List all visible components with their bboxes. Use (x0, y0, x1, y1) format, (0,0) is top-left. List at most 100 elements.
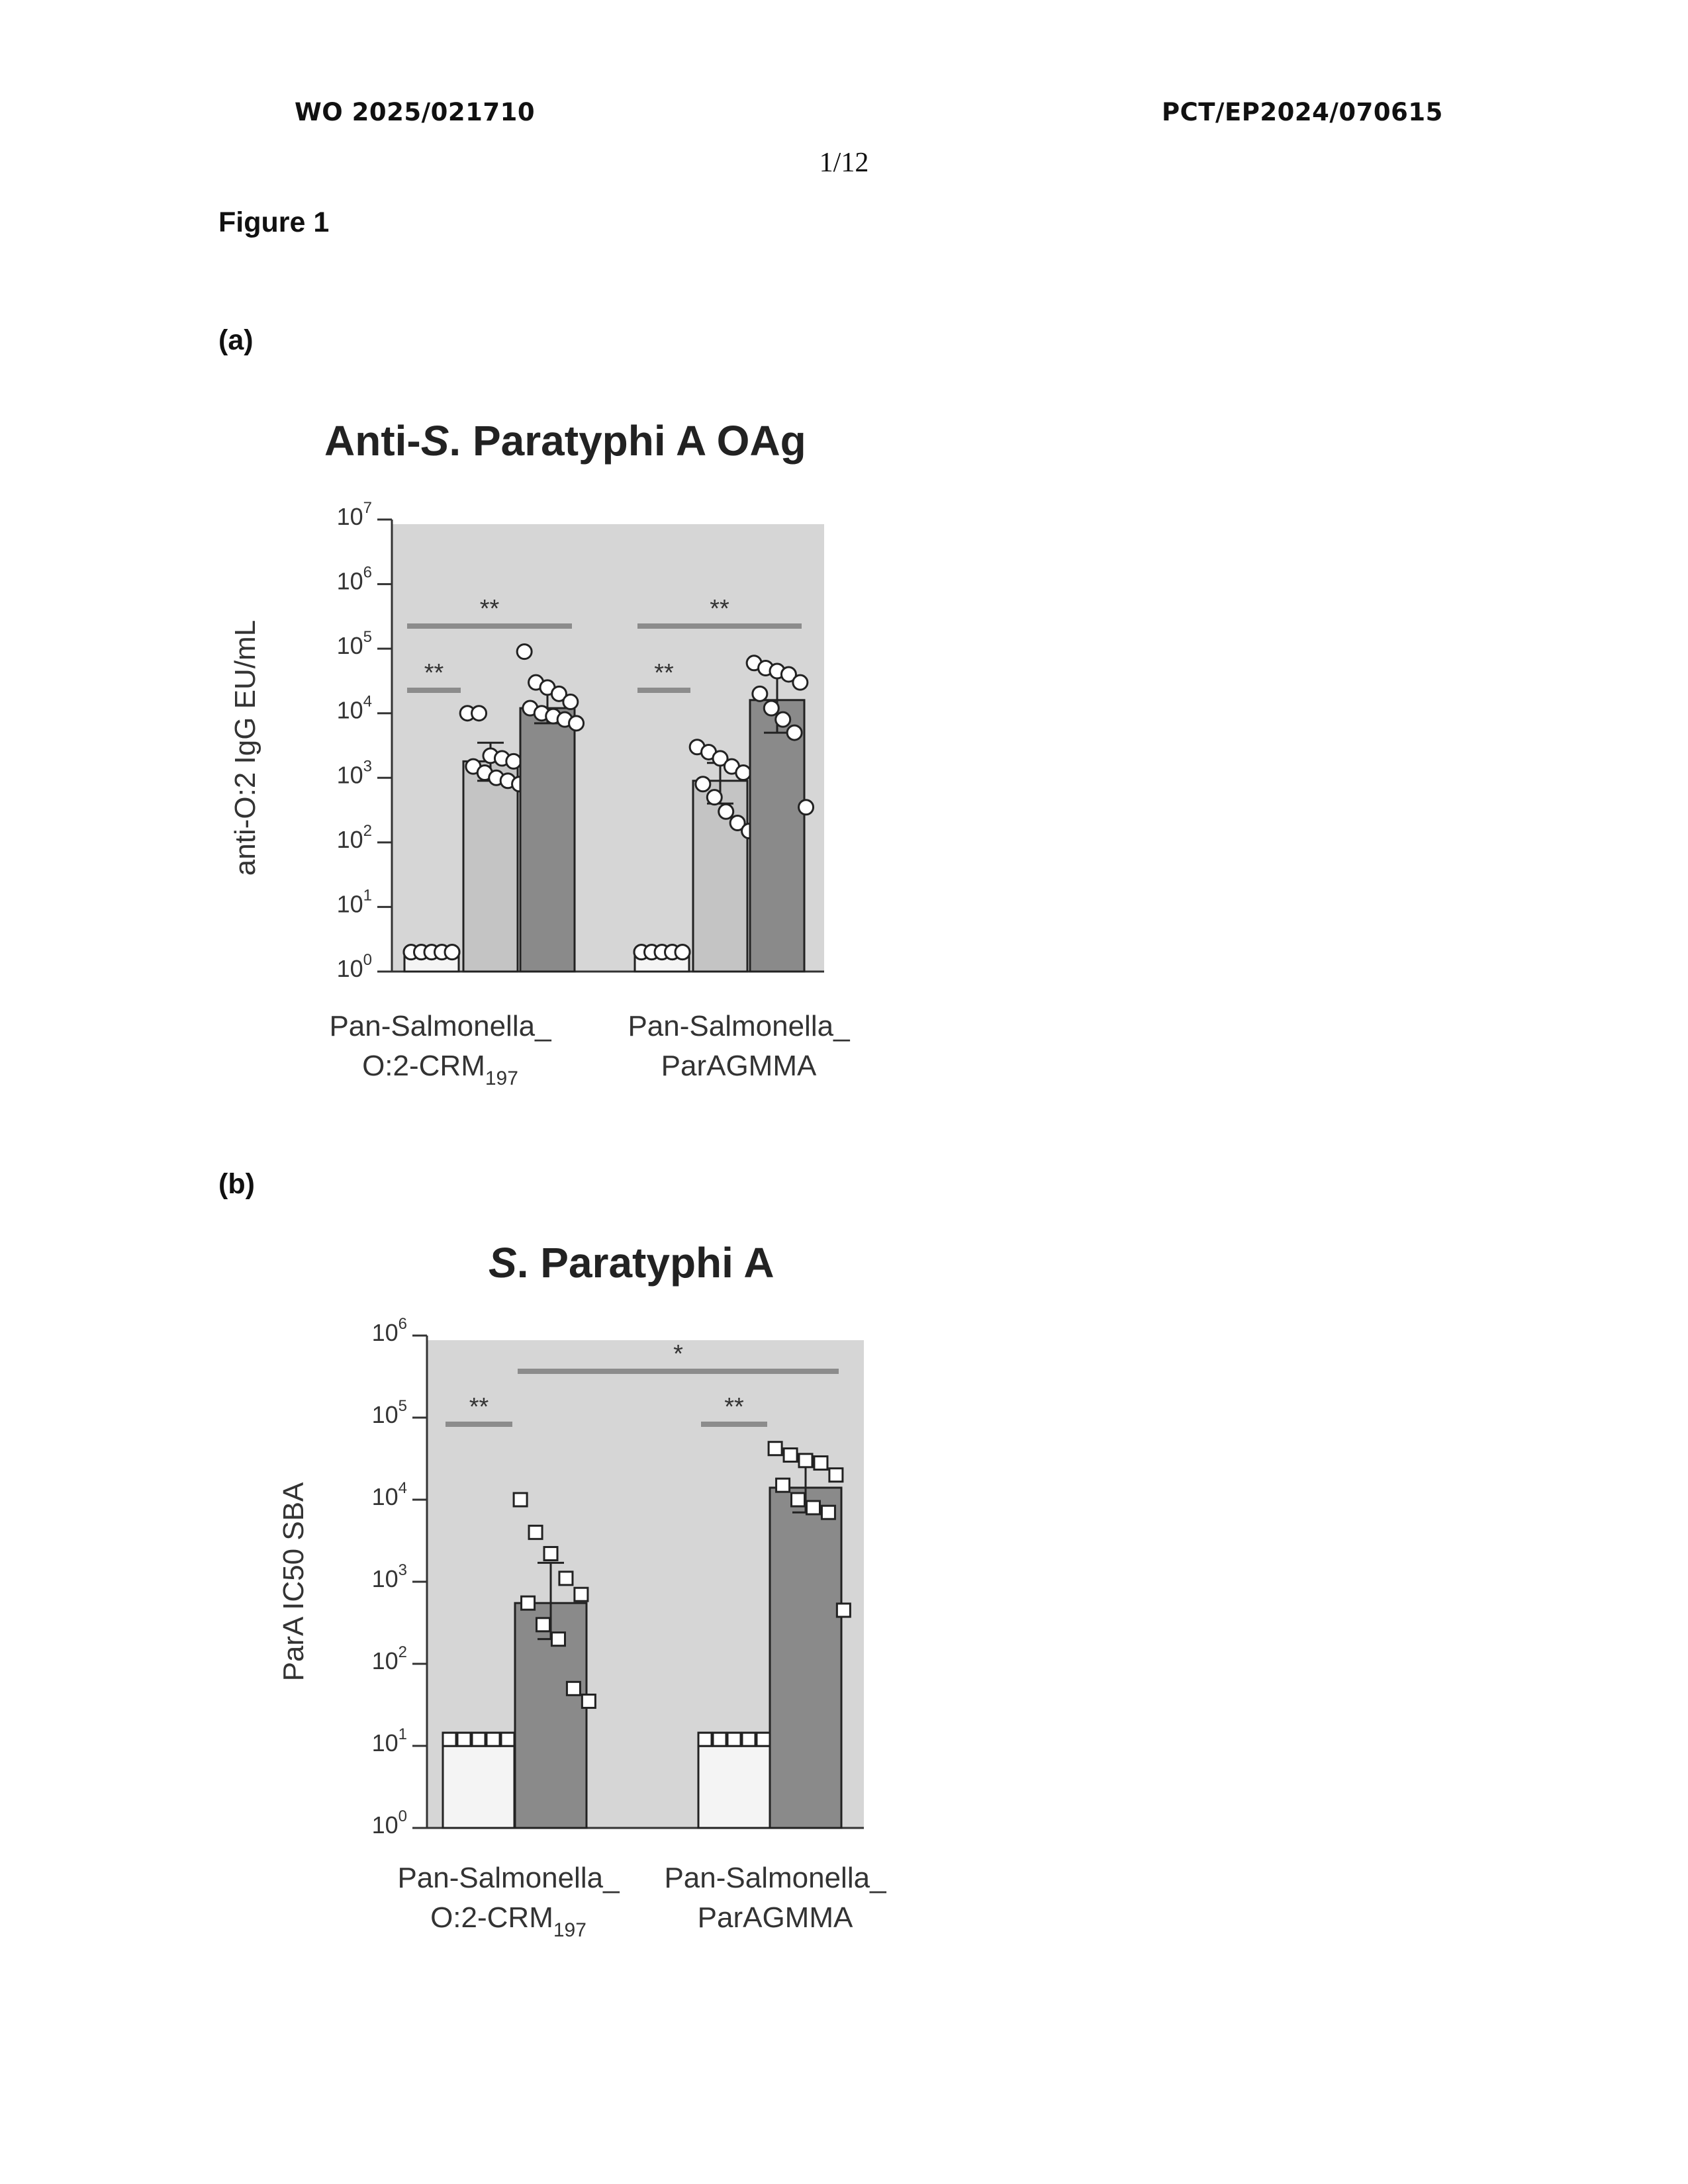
data-point (813, 1455, 829, 1471)
significance-label: ** (710, 595, 729, 623)
y-tick-label: 102 (337, 822, 372, 853)
y-tick-mantissa: 10 (337, 826, 363, 853)
page-number: 1/12 (819, 148, 869, 178)
y-tick-exponent: 2 (399, 1643, 407, 1661)
y-axis-label: anti-O:2 IgG EU/mL (229, 620, 261, 876)
chart-title-rest: . Paratyphi A OAg (449, 417, 806, 465)
y-tick-exponent: 2 (363, 822, 372, 840)
y-tick-exponent: 4 (363, 693, 372, 711)
y-tick-exponent: 5 (399, 1397, 407, 1415)
data-point (718, 803, 735, 820)
data-point (674, 944, 691, 961)
significance-label: ** (654, 659, 674, 687)
y-tick-label: 101 (372, 1725, 407, 1756)
data-point (763, 700, 780, 717)
data-point (550, 1631, 566, 1647)
x-category-subscript: 197 (485, 1068, 518, 1089)
data-point (729, 814, 746, 831)
data-point (550, 685, 567, 702)
y-tick-exponent: 0 (363, 951, 372, 969)
data-point (767, 1441, 783, 1457)
data-point (706, 789, 723, 806)
data-point (775, 1477, 791, 1493)
chart-title-genus: S (421, 417, 449, 465)
x-category-label: Pan-Salmonella_ (628, 1010, 850, 1042)
data-point (697, 1731, 713, 1747)
y-tick-mantissa: 10 (372, 1319, 399, 1346)
data-point (694, 776, 712, 793)
patent-number: WO 2025/021710 (295, 98, 536, 126)
application-number: PCT/EP2024/070615 (1162, 98, 1443, 126)
data-point (798, 799, 815, 816)
x-category-label: Pan-Salmonella_ (397, 1862, 620, 1894)
chart-title-prefix: Anti- (324, 417, 421, 465)
y-tick-mantissa: 10 (372, 1401, 399, 1428)
y-tick-label: 101 (337, 886, 372, 917)
y-tick-mantissa: 10 (337, 697, 363, 724)
data-point (581, 1694, 596, 1709)
y-tick-mantissa: 10 (337, 890, 363, 917)
data-point (442, 1731, 457, 1747)
y-tick-exponent: 6 (399, 1315, 407, 1333)
y-tick-mantissa: 10 (337, 761, 363, 788)
data-point (712, 1731, 727, 1747)
data-point (798, 1453, 814, 1469)
y-tick-label: 100 (337, 951, 372, 982)
bar (769, 1486, 843, 1829)
data-point (528, 1524, 543, 1540)
data-point (828, 1467, 844, 1483)
y-tick-mantissa: 10 (337, 632, 363, 659)
data-point (516, 643, 533, 660)
data-point (456, 1731, 472, 1747)
x-category-label: Pan-Salmonella_ (329, 1010, 551, 1042)
data-point (835, 1602, 851, 1618)
figure-title: Figure 1 (218, 206, 330, 238)
data-point (751, 685, 769, 702)
x-category-name: O:2-CRM (430, 1901, 553, 1934)
y-tick-label: 107 (337, 499, 372, 530)
bar (519, 707, 576, 973)
y-axis-label: ParA IC50 SBA (277, 1482, 310, 1681)
data-point (565, 1680, 581, 1696)
data-point (741, 1731, 757, 1747)
y-tick-mantissa: 10 (337, 955, 363, 982)
data-point (471, 705, 488, 722)
bar (697, 1738, 771, 1829)
y-tick-exponent: 3 (399, 1561, 407, 1579)
bar (462, 760, 519, 973)
significance-label: ** (469, 1393, 489, 1421)
y-tick-mantissa: 10 (372, 1647, 399, 1674)
data-point (786, 724, 803, 741)
y-tick-label: 104 (337, 693, 372, 724)
data-point (562, 694, 579, 711)
data-point (536, 1617, 551, 1633)
x-category-name: ParAGMMA (661, 1050, 817, 1082)
y-tick-mantissa: 10 (337, 568, 363, 595)
y-tick-mantissa: 10 (372, 1565, 399, 1592)
y-tick-label: 103 (337, 757, 372, 788)
chart-title-rest: . Paratyphi A (517, 1239, 774, 1287)
x-category-label-line2: ParAGMMA (698, 1901, 853, 1934)
x-category-name: O:2-CRM (362, 1050, 485, 1082)
y-tick-mantissa: 10 (372, 1729, 399, 1756)
y-tick-exponent: 4 (399, 1479, 407, 1497)
significance-label: ** (724, 1393, 744, 1421)
y-tick-mantissa: 10 (372, 1483, 399, 1510)
y-tick-exponent: 3 (363, 757, 372, 775)
panel-label-b: (b) (218, 1168, 255, 1200)
chart-title-genus: S (489, 1239, 517, 1287)
data-point (573, 1586, 589, 1602)
x-category-name: ParAGMMA (698, 1901, 853, 1934)
data-point (790, 1492, 806, 1508)
data-point (444, 944, 461, 961)
data-point (726, 1731, 742, 1747)
data-point (820, 1504, 836, 1520)
data-point (774, 711, 792, 728)
y-tick-mantissa: 10 (372, 1811, 399, 1839)
chart-title: Anti-S. Paratyphi A OAg (324, 417, 806, 465)
y-tick-label: 100 (372, 1807, 407, 1839)
data-point (712, 750, 729, 767)
data-point (543, 1546, 559, 1562)
data-point (471, 1731, 487, 1747)
data-point (520, 1595, 536, 1611)
